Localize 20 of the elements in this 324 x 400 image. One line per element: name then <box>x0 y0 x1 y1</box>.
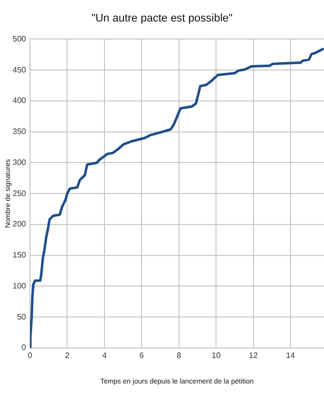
y-tick-label: 400 <box>12 96 27 106</box>
y-tick-label: 50 <box>17 312 27 322</box>
x-tick-label: 6 <box>139 351 144 360</box>
x-tick-label: 10 <box>212 351 222 360</box>
x-tick-label: 0 <box>28 351 33 360</box>
y-tick-label: 0 <box>22 343 27 352</box>
y-tick-label: 500 <box>12 34 27 44</box>
y-tick-label: 450 <box>12 65 27 74</box>
x-tick-label: 14 <box>286 351 296 360</box>
y-tick-label: 100 <box>12 281 27 290</box>
y-tick-label: 200 <box>12 220 27 229</box>
y-tick-label: 250 <box>12 188 27 198</box>
y-tick-label: 150 <box>12 250 27 260</box>
x-tick-label: 12 <box>248 351 258 360</box>
x-tick-label: 4 <box>102 351 108 360</box>
y-tick-label: 350 <box>12 127 27 136</box>
x-tick-label: 2 <box>64 351 70 360</box>
chart-title: "Un autre pacte est possible" <box>91 12 233 25</box>
x-tick-label: 8 <box>176 351 182 360</box>
y-tick-label: 300 <box>12 158 27 167</box>
